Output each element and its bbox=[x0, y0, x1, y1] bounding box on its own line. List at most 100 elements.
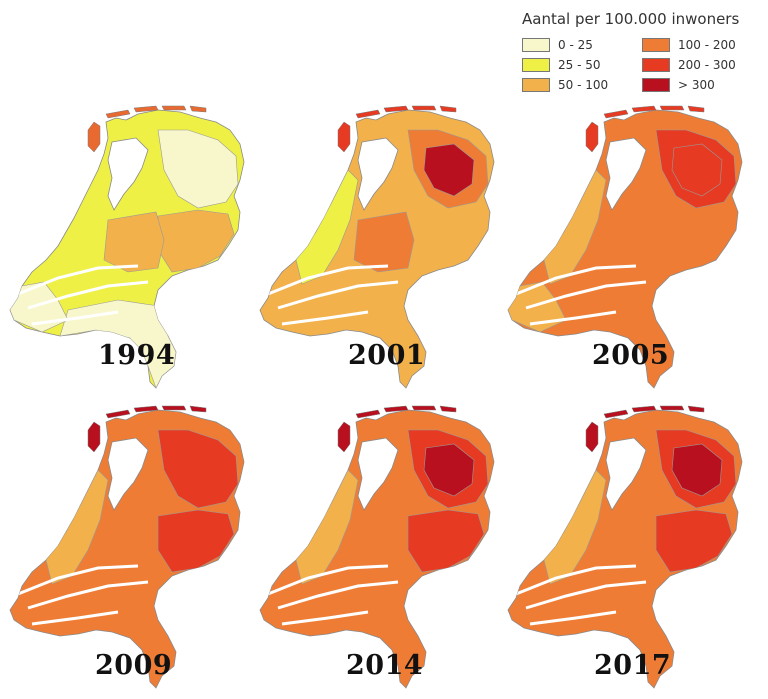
legend-item-50-100: 50 - 100 bbox=[522, 76, 642, 94]
region-center bbox=[103, 211, 165, 273]
wadden-island bbox=[355, 109, 381, 119]
legend-swatch bbox=[522, 58, 550, 72]
region-core bbox=[671, 443, 723, 497]
map-panel bbox=[506, 100, 756, 390]
legend-label: 0 - 25 bbox=[558, 38, 593, 52]
legend-swatch bbox=[522, 78, 550, 92]
river bbox=[525, 280, 647, 310]
river bbox=[281, 610, 369, 626]
netherlands-map bbox=[9, 405, 245, 689]
river bbox=[27, 280, 149, 310]
wadden-island bbox=[439, 105, 457, 113]
legend-label: 25 - 50 bbox=[558, 58, 601, 72]
region-northeast bbox=[157, 129, 239, 209]
region-southwest bbox=[10, 281, 69, 333]
wadden-island bbox=[631, 105, 657, 113]
wadden-island bbox=[355, 409, 381, 419]
wadden-island bbox=[603, 109, 629, 119]
river bbox=[17, 264, 139, 296]
ijsselmeer bbox=[107, 137, 149, 211]
legend-swatch bbox=[522, 38, 550, 52]
legend-title: Aantal per 100.000 inwoners bbox=[522, 10, 740, 28]
river bbox=[267, 564, 389, 596]
wadden-island bbox=[133, 405, 159, 413]
wadden-island bbox=[189, 105, 207, 113]
wadden-island bbox=[133, 105, 159, 113]
river bbox=[31, 610, 119, 626]
wadden-island bbox=[161, 405, 187, 411]
river bbox=[267, 264, 389, 296]
year-label-2009: 2009 bbox=[95, 650, 173, 681]
legend-item-25-50: 25 - 50 bbox=[522, 56, 642, 74]
wadden-island bbox=[105, 109, 131, 119]
legend-label: 100 - 200 bbox=[678, 38, 736, 52]
river bbox=[277, 580, 399, 610]
wadden-island bbox=[585, 421, 599, 453]
wadden-island bbox=[585, 121, 599, 153]
ijsselmeer bbox=[357, 437, 399, 511]
region-east bbox=[157, 209, 235, 273]
region-east bbox=[157, 509, 235, 573]
region-center bbox=[353, 211, 415, 273]
legend-label: 50 - 100 bbox=[558, 78, 609, 92]
map-panel bbox=[258, 100, 508, 390]
region-east bbox=[407, 509, 485, 573]
wadden-island bbox=[161, 105, 187, 111]
wadden-island bbox=[631, 405, 657, 413]
wadden-island bbox=[337, 121, 351, 153]
river bbox=[529, 310, 617, 326]
region-southwest bbox=[508, 281, 567, 333]
wadden-island bbox=[337, 421, 351, 453]
ijsselmeer bbox=[605, 437, 647, 511]
legend-item-200-300: 200 - 300 bbox=[642, 56, 762, 74]
legend-item-0-25: 0 - 25 bbox=[522, 36, 642, 54]
wadden-island bbox=[105, 409, 131, 419]
wadden-island bbox=[659, 105, 685, 111]
map-panel bbox=[8, 400, 258, 690]
map-panel bbox=[258, 400, 508, 690]
netherlands-map bbox=[9, 105, 245, 389]
legend-item-100-200: 100 - 200 bbox=[642, 36, 762, 54]
legend-item-over-300: > 300 bbox=[642, 76, 762, 94]
region-east bbox=[655, 509, 733, 573]
wadden-island bbox=[659, 405, 685, 411]
map-panel bbox=[506, 400, 756, 690]
netherlands-map bbox=[259, 405, 495, 689]
legend-label: > 300 bbox=[678, 78, 715, 92]
river bbox=[27, 580, 149, 610]
map-legend: Aantal per 100.000 inwoners 0 - 25 25 - … bbox=[518, 8, 758, 98]
river bbox=[525, 580, 647, 610]
legend-label: 200 - 300 bbox=[678, 58, 736, 72]
year-label-2017: 2017 bbox=[594, 650, 672, 681]
river bbox=[515, 264, 637, 296]
netherlands-map bbox=[259, 105, 495, 389]
ijsselmeer bbox=[107, 437, 149, 511]
year-label-2014: 2014 bbox=[346, 650, 424, 681]
river bbox=[281, 310, 369, 326]
ijsselmeer bbox=[357, 137, 399, 211]
wadden-island bbox=[383, 105, 409, 113]
river bbox=[515, 564, 637, 596]
wadden-island bbox=[189, 405, 207, 413]
netherlands-map bbox=[507, 105, 743, 389]
wadden-island bbox=[87, 121, 101, 153]
wadden-island bbox=[687, 105, 705, 113]
ijsselmeer bbox=[605, 137, 647, 211]
wadden-island bbox=[411, 405, 437, 411]
wadden-island bbox=[383, 405, 409, 413]
year-label-1994: 1994 bbox=[98, 340, 176, 371]
year-label-2001: 2001 bbox=[348, 340, 426, 371]
legend-swatch bbox=[642, 58, 670, 72]
wadden-island bbox=[87, 421, 101, 453]
wadden-island bbox=[411, 105, 437, 111]
region-core bbox=[423, 443, 475, 497]
region-core bbox=[671, 143, 723, 197]
region-northeast bbox=[157, 429, 239, 509]
region-core bbox=[423, 143, 475, 197]
river bbox=[17, 564, 139, 596]
river bbox=[31, 310, 119, 326]
map-panel bbox=[8, 100, 258, 390]
legend-swatch bbox=[642, 78, 670, 92]
wadden-island bbox=[603, 409, 629, 419]
netherlands-map bbox=[507, 405, 743, 689]
